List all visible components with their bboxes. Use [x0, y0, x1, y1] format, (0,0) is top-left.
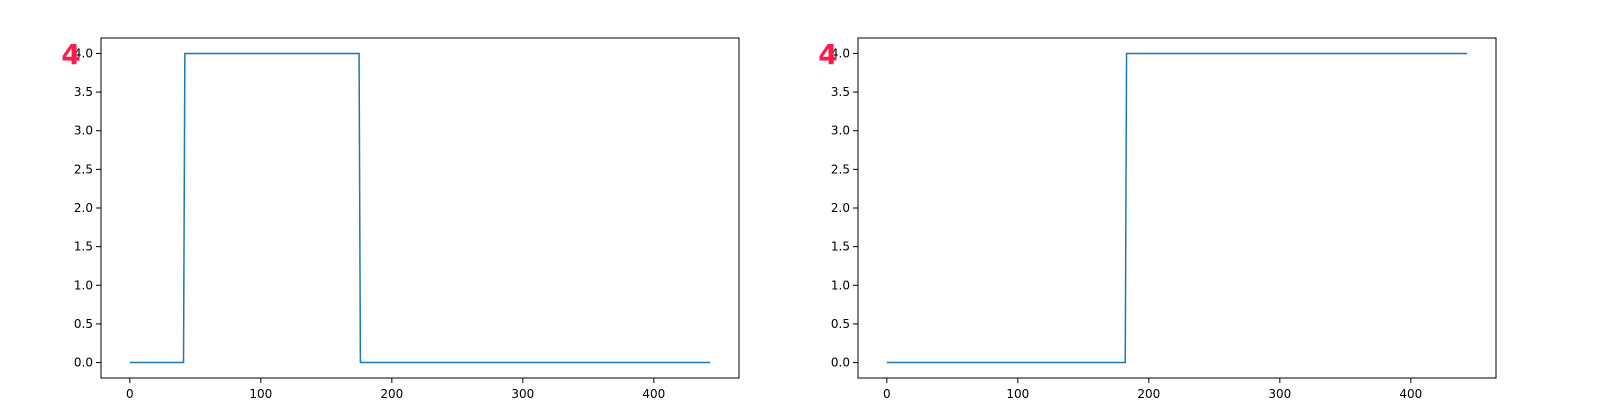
x-tick-label: 200	[380, 387, 403, 401]
y-tick-label: 2.0	[831, 201, 850, 215]
y-tick-label: 3.5	[831, 85, 850, 99]
y-tick-label: 0.0	[74, 356, 93, 370]
x-tick-label: 400	[642, 387, 665, 401]
series-line-1	[129, 52, 711, 364]
x-tick-label: 100	[1006, 387, 1029, 401]
y-tick-label: 0.5	[831, 317, 850, 331]
y-tick-label: 1.5	[74, 240, 93, 254]
y-tick-label: 3.5	[74, 85, 93, 99]
y-tick-label: 2.5	[74, 162, 93, 176]
y-tick-label: 4.0	[74, 46, 93, 60]
x-tick-label: 0	[883, 387, 891, 401]
chart-panel-1: 0 100 200 300 400 0.0 0.5 1.0 1.5 2.0 2.5 3.0 3.5 4.0…	[61, 37, 740, 401]
y-tick-label: 1.0	[831, 278, 850, 292]
y-tick-label: 2.0	[74, 201, 93, 215]
y-tick-label: 0.5	[74, 317, 93, 331]
y-tick-label: 0.0	[831, 356, 850, 370]
x-tick-label: 200	[1137, 387, 1160, 401]
y-tick-label: 1.5	[831, 240, 850, 254]
x-tick-label: 300	[1268, 387, 1291, 401]
annotation-badge: 4	[61, 38, 80, 71]
x-tick-label: 100	[249, 387, 272, 401]
chart-panel-2: 0 100 200 300 400 0.0 0.5 1.0 1.5 2.0 2.5 3.0 3.5 4.0…	[818, 37, 1497, 401]
x-tick-label: 400	[1399, 387, 1422, 401]
annotation-badge: 4	[818, 38, 837, 71]
y-tick-label: 1.0	[74, 278, 93, 292]
x-tick-label: 0	[126, 387, 134, 401]
series-line-1	[886, 52, 1468, 364]
y-tick-label: 3.0	[74, 124, 93, 138]
x-tick-label: 300	[511, 387, 534, 401]
y-tick-label: 3.0	[831, 124, 850, 138]
y-tick-label: 2.5	[831, 162, 850, 176]
y-tick-label: 4.0	[831, 46, 850, 60]
